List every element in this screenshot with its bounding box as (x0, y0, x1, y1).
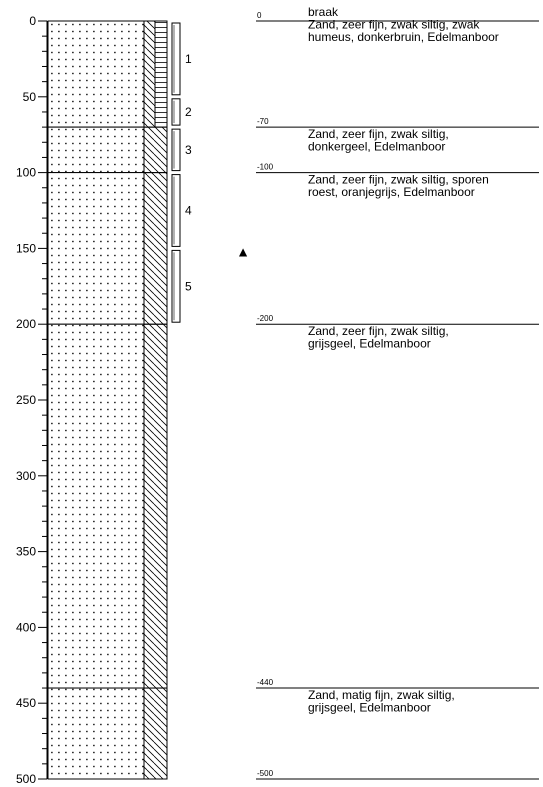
sample-label: 1 (185, 52, 192, 66)
layer-description-line: Zand, zeer fijn, zwak siltig, sporen (308, 173, 489, 187)
layer-description-line: grijsgeel, Edelmanboor (308, 337, 431, 351)
layer-lithology (48, 688, 144, 779)
layer-hatch (144, 172, 167, 325)
groundwater-marker: ▲ (236, 243, 250, 259)
layer-top-depth: -70 (257, 117, 269, 126)
sample-label: 4 (185, 204, 192, 218)
layer-description-line: roest, oranjegrijs, Edelmanboor (308, 185, 475, 199)
layer-description-line: grijsgeel, Edelmanboor (308, 701, 431, 715)
layer-description-line: donkergeel, Edelmanboor (308, 140, 445, 154)
sample-label: 5 (185, 279, 192, 293)
layer-top-depth: -100 (257, 163, 274, 172)
layer-hatch (144, 127, 167, 173)
layer-hatch (144, 324, 167, 689)
axis-tick-label: 500 (16, 772, 36, 786)
layer-description-line: Zand, zeer fijn, zwak siltig, (308, 127, 449, 141)
sample-bar (171, 249, 181, 323)
sample-label: 2 (185, 105, 192, 119)
layer-bottom-depth: -500 (257, 769, 274, 778)
axis-tick-label: 300 (16, 469, 36, 483)
layer-humus (155, 21, 167, 128)
axis-tick-label: 450 (16, 696, 36, 710)
depth-axis: 0 50 100 150 200 250 300 350 400 450 500 (16, 14, 48, 786)
layer-outline (47, 687, 168, 780)
axis-tick-label: 100 (16, 166, 36, 180)
layer-top-depth: -200 (257, 314, 274, 323)
layer-hatch (144, 21, 155, 128)
sample-intervals: 1 2 3 4 5 (171, 22, 192, 323)
axis-tick-label: 400 (16, 620, 36, 634)
layer-description-line: Zand, zeer fijn, zwak siltig, (308, 324, 449, 338)
axis-tick-label: 250 (16, 393, 36, 407)
sample-bar (171, 98, 181, 126)
sample-bar (171, 174, 181, 247)
layer-lithology (48, 127, 144, 173)
layer-description-line: braak (308, 5, 339, 19)
axis-tick-label: 350 (16, 545, 36, 559)
layer-lithology (48, 172, 144, 325)
sample-bar (171, 128, 181, 172)
axis-tick-label: 0 (29, 14, 36, 28)
layer-top-depth: 0 (257, 11, 262, 20)
layer-description-line: Zand, zeer fijn, zwak siltig, zwak (308, 18, 480, 32)
layer-description-line: Zand, matig fijn, zwak siltig, (308, 688, 455, 702)
layer-lithology (48, 324, 144, 689)
soil-column (47, 20, 168, 780)
layer-hatch (144, 688, 167, 779)
axis-tick-label: 200 (16, 317, 36, 331)
axis-tick-label: 150 (16, 241, 36, 255)
sample-bar (171, 22, 181, 96)
axis-tick-label: 50 (23, 90, 37, 104)
layer-top-depth: -440 (257, 678, 274, 687)
groundwater-triangle-icon: ▲ (236, 243, 250, 259)
layer-lithology (48, 21, 144, 128)
sample-label: 3 (185, 143, 192, 157)
layer-description-line: humeus, donkerbruin, Edelmanboor (308, 30, 499, 44)
